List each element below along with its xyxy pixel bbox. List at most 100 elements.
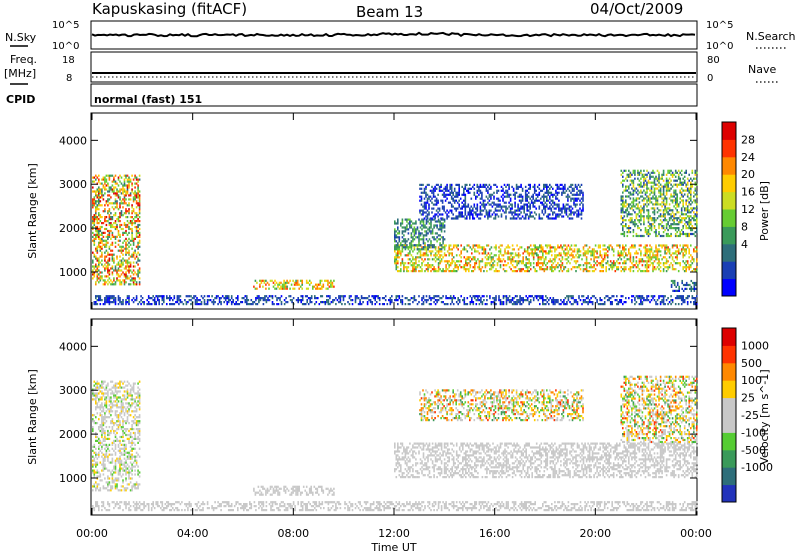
power-cell bbox=[639, 248, 641, 250]
power-cell bbox=[101, 216, 103, 218]
power-cell bbox=[474, 262, 476, 264]
power-cell bbox=[137, 190, 139, 192]
power-cell bbox=[547, 301, 549, 303]
power-cell bbox=[442, 206, 444, 208]
power-cell bbox=[684, 250, 686, 252]
power-cell bbox=[414, 226, 416, 228]
power-cell bbox=[492, 206, 494, 208]
power-cell bbox=[418, 230, 420, 232]
power-cell bbox=[675, 193, 677, 195]
power-cell bbox=[332, 284, 334, 286]
power-cell bbox=[681, 221, 683, 223]
power-cell bbox=[546, 206, 548, 208]
power-cell bbox=[648, 225, 650, 227]
power-cell bbox=[412, 222, 414, 224]
power-cell bbox=[633, 258, 635, 260]
power-cell bbox=[522, 258, 524, 260]
power-cell bbox=[92, 190, 94, 192]
power-cell bbox=[441, 230, 443, 232]
power-cell bbox=[128, 246, 130, 248]
power-cell bbox=[324, 280, 326, 282]
power-cell bbox=[630, 193, 632, 195]
power-cell bbox=[519, 194, 521, 196]
power-cell bbox=[681, 219, 683, 221]
power-cell bbox=[682, 195, 684, 197]
power-cell bbox=[110, 212, 112, 214]
power-cell bbox=[505, 186, 507, 188]
power-cell bbox=[467, 250, 469, 252]
power-cell bbox=[646, 201, 648, 203]
power-cell bbox=[655, 248, 657, 250]
power-cell bbox=[655, 244, 657, 246]
power-cell bbox=[646, 268, 648, 270]
power-cell bbox=[696, 219, 698, 221]
power-cell bbox=[477, 213, 479, 215]
power-cell bbox=[352, 303, 354, 305]
power-cell bbox=[349, 303, 351, 305]
power-cell bbox=[139, 194, 141, 196]
power-cell bbox=[276, 282, 278, 284]
power-cell bbox=[473, 246, 475, 248]
power-cell bbox=[402, 299, 404, 301]
power-cell bbox=[468, 190, 470, 192]
power-cell bbox=[675, 256, 677, 258]
power-cell bbox=[451, 254, 453, 256]
power-cell bbox=[507, 252, 509, 254]
power-cell bbox=[636, 203, 638, 205]
power-cell bbox=[113, 279, 115, 281]
power-cell bbox=[506, 297, 508, 299]
power-cell bbox=[682, 246, 684, 248]
power-cell bbox=[545, 268, 547, 270]
power-cell bbox=[207, 295, 209, 297]
power-cell bbox=[672, 172, 674, 174]
power-cell bbox=[119, 265, 121, 267]
power-cell bbox=[628, 176, 630, 178]
power-cell bbox=[451, 186, 453, 188]
power-cell bbox=[552, 211, 554, 213]
power-cell bbox=[482, 266, 484, 268]
power-cell bbox=[431, 198, 433, 200]
power-cell bbox=[687, 244, 689, 246]
power-cell bbox=[648, 229, 650, 231]
power-cell bbox=[101, 254, 103, 256]
power-cell bbox=[568, 252, 570, 254]
power-cell bbox=[631, 205, 633, 207]
power-cell bbox=[127, 220, 129, 222]
power-cell bbox=[553, 246, 555, 248]
power-cell bbox=[670, 233, 672, 235]
power-cell bbox=[424, 208, 426, 210]
power-cell bbox=[537, 246, 539, 248]
power-cell bbox=[122, 299, 124, 301]
power-cell bbox=[92, 269, 94, 271]
power-cell bbox=[501, 244, 503, 246]
power-cell bbox=[692, 256, 694, 258]
power-cell bbox=[204, 299, 206, 301]
power-cell bbox=[565, 248, 567, 250]
power-cell bbox=[448, 246, 450, 248]
power-cell bbox=[554, 256, 556, 258]
power-cell bbox=[577, 256, 579, 258]
power-cell bbox=[648, 197, 650, 199]
power-cell bbox=[112, 206, 114, 208]
power-cell bbox=[663, 192, 665, 194]
power-cell bbox=[577, 303, 579, 305]
power-cell bbox=[624, 246, 626, 248]
power-cell bbox=[582, 198, 584, 200]
power-cell bbox=[643, 170, 645, 172]
power-cell bbox=[343, 297, 345, 299]
power-cell bbox=[472, 186, 474, 188]
power-cell bbox=[557, 186, 559, 188]
power-cell bbox=[562, 270, 564, 272]
power-cell bbox=[648, 195, 650, 197]
power-cell bbox=[572, 250, 574, 252]
power-cell bbox=[683, 284, 685, 286]
power-cell bbox=[139, 234, 141, 236]
power-cell bbox=[669, 256, 671, 258]
power-cell bbox=[553, 303, 555, 305]
power-cell bbox=[443, 206, 445, 208]
power-cell bbox=[624, 219, 626, 221]
power-cell bbox=[602, 260, 604, 262]
power-cell bbox=[323, 301, 325, 303]
power-cell bbox=[687, 227, 689, 229]
power-cell bbox=[92, 202, 94, 204]
